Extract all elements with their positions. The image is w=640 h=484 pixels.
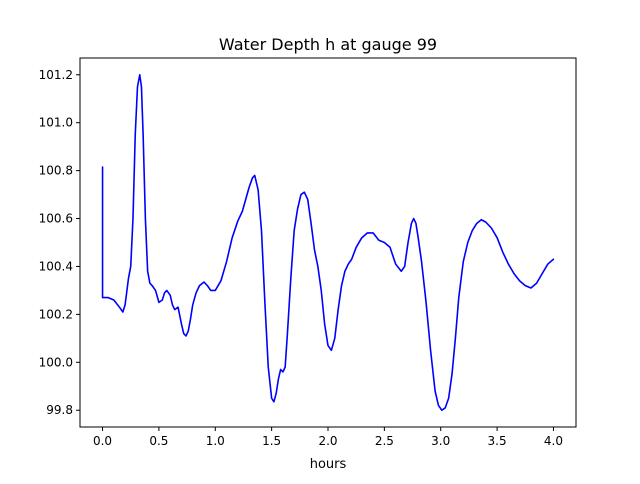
- x-tick-label: 0.5: [149, 434, 168, 448]
- y-tick-label: 100.2: [39, 307, 73, 321]
- y-tick-label: 100.6: [39, 212, 73, 226]
- x-tick-label: 0.0: [93, 434, 112, 448]
- x-tick-label: 1.5: [262, 434, 281, 448]
- y-tick-label: 100.0: [39, 355, 73, 369]
- x-tick-label: 4.0: [544, 434, 563, 448]
- x-tick-label: 2.0: [318, 434, 337, 448]
- x-tick-label: 3.0: [431, 434, 450, 448]
- x-tick-label: 1.0: [206, 434, 225, 448]
- series-line-0: [101, 73, 555, 412]
- y-tick-label: 101.0: [39, 116, 73, 130]
- x-axis-label: hours: [310, 457, 347, 472]
- y-tick-label: 100.4: [39, 259, 73, 273]
- x-tick-label: 2.5: [375, 434, 394, 448]
- chart-title: Water Depth h at gauge 99: [219, 35, 437, 54]
- plot-area: 0.0 0.5 1.0 1.5 2.0 2.5 3.0 3.5 4.0 99.8 100.0 100.…: [39, 57, 577, 448]
- x-tick-label: 3.5: [488, 434, 507, 448]
- y-tick-label: 99.8: [46, 403, 73, 417]
- y-tick-label: 100.8: [39, 164, 73, 178]
- y-tick-label: 101.2: [39, 68, 73, 82]
